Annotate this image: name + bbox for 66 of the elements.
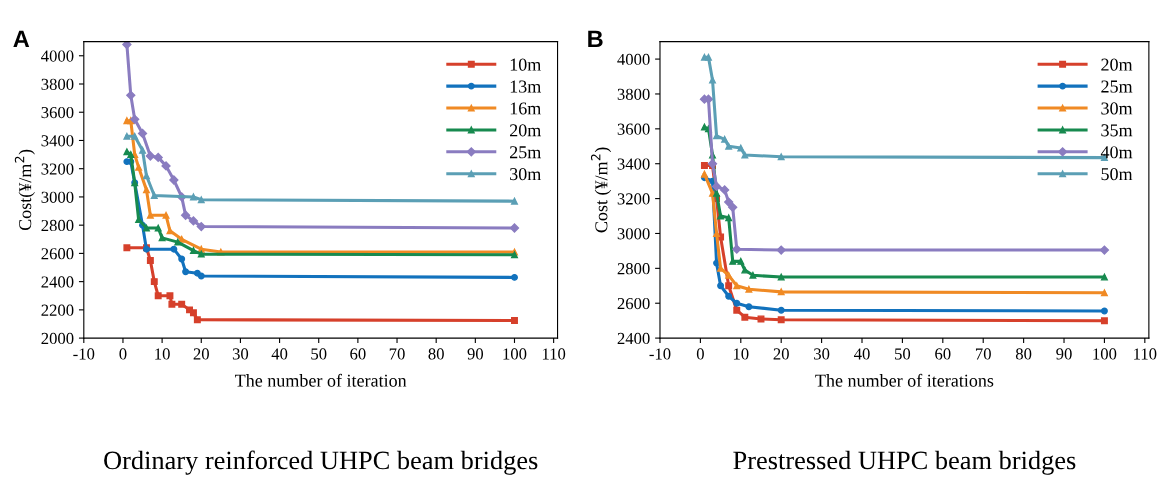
y-tick-label: 2200: [41, 304, 74, 316]
y-tick-label: 3800: [41, 78, 74, 90]
y-tick-label: 2600: [617, 297, 650, 310]
y-axis-title: Cost (¥/m$^{2}$): [590, 147, 612, 233]
x-tick-label: 40: [854, 348, 870, 360]
x-tick-label: 80: [428, 348, 444, 360]
text: B: [588, 30, 603, 47]
x-tick-label: 0: [696, 348, 704, 360]
y-tick-label: 3000: [41, 191, 74, 203]
text: Ordinary reinforced UHPC beam bridges: [104, 450, 538, 475]
x-tick-label: 10: [155, 348, 170, 360]
y-tick-label: 3600: [41, 106, 74, 119]
x-tick-label: 80: [1015, 348, 1032, 360]
legend-label: 35m: [1101, 124, 1133, 137]
x-tick-label: -10: [649, 348, 671, 360]
x-axis-title: The number of iterations: [815, 373, 994, 387]
x-tick-label: 20: [773, 348, 789, 360]
x-tick-label: -10: [73, 348, 95, 360]
y-tick-label: 2800: [41, 219, 74, 232]
y-tick-label: 2400: [617, 332, 650, 345]
legend-label: 50m: [1101, 168, 1133, 181]
legend-label: 30m: [1101, 102, 1133, 115]
legend-label: 30m: [510, 168, 542, 181]
y-tick-label: 2800: [617, 263, 650, 275]
y-tick-label: 2600: [41, 248, 74, 260]
x-tick-label: 10: [733, 348, 749, 360]
x-tick-label: 0: [119, 348, 127, 360]
y-tick-label: 3400: [617, 158, 650, 170]
y-tick-label: 4000: [41, 50, 74, 62]
legend-label: 40m: [1100, 146, 1133, 159]
x-tick-label: 50: [311, 348, 327, 360]
y-tick-label: 3200: [41, 163, 74, 175]
y-axis-title: Cost(¥/m$^{2}$): [14, 149, 35, 231]
legend-label: 25m: [1101, 80, 1133, 93]
x-tick-label: 70: [389, 348, 405, 360]
x-tick-label: 70: [975, 348, 991, 360]
y-tick-label: 3800: [617, 88, 650, 100]
legend-label: 16m: [510, 102, 542, 115]
y-tick-label: 2000: [41, 332, 74, 345]
x-tick-label: 90: [1056, 348, 1072, 360]
x-tick-label: 100: [503, 348, 527, 360]
x-tick-label: 60: [935, 348, 951, 360]
x-tick-label: 60: [350, 348, 366, 360]
y-tick-label: 3000: [617, 228, 650, 240]
x-tick-label: 110: [1134, 348, 1157, 360]
x-tick-label: 110: [542, 348, 566, 360]
y-tick-label: 4000: [617, 53, 650, 66]
y-tick-label: 2400: [41, 276, 74, 288]
legend-label: 13m: [510, 80, 542, 93]
legend-label: 25m: [510, 146, 542, 159]
x-tick-label: 100: [1093, 348, 1117, 360]
text: A: [13, 30, 30, 47]
x-tick-label: 30: [232, 348, 249, 360]
x-tick-label: 90: [467, 348, 484, 360]
x-tick-label: 40: [271, 348, 288, 360]
x-axis-title: The number of iteration: [235, 373, 407, 387]
y-tick-label: 3200: [617, 193, 650, 205]
x-tick-label: 50: [895, 348, 911, 360]
text: Prestressed UHPC beam bridges: [733, 450, 1076, 475]
legend-label: 20m: [1101, 58, 1133, 71]
y-tick-label: 3400: [41, 135, 74, 147]
legend-label: 20m: [510, 124, 542, 137]
y-tick-label: 3600: [617, 123, 650, 135]
legend-label: 10m: [510, 58, 542, 71]
x-tick-label: 30: [814, 348, 830, 360]
x-tick-label: 20: [193, 348, 209, 360]
